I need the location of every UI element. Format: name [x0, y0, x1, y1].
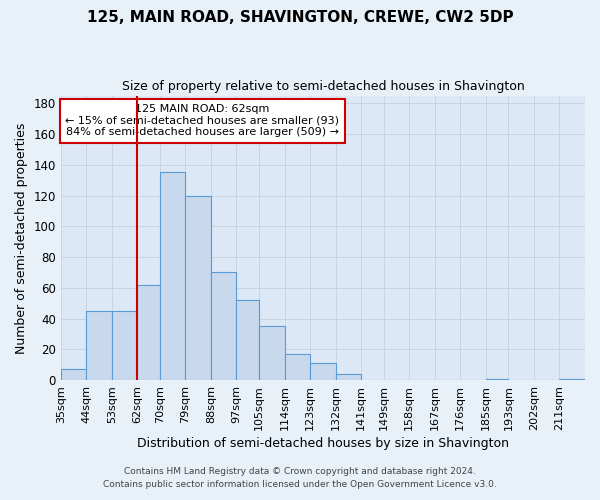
Y-axis label: Number of semi-detached properties: Number of semi-detached properties [15, 122, 28, 354]
Bar [160, 172, 185, 380]
Bar [86, 311, 112, 380]
Bar [61, 370, 86, 380]
Bar [284, 354, 310, 380]
Bar [137, 285, 160, 380]
Bar [486, 378, 508, 380]
Bar [259, 326, 284, 380]
Text: Contains HM Land Registry data © Crown copyright and database right 2024.
Contai: Contains HM Land Registry data © Crown c… [103, 468, 497, 489]
Bar [335, 374, 361, 380]
Title: Size of property relative to semi-detached houses in Shavington: Size of property relative to semi-detach… [122, 80, 524, 93]
Bar [112, 311, 137, 380]
Bar [185, 196, 211, 380]
Bar [211, 272, 236, 380]
Bar [559, 378, 585, 380]
Text: 125, MAIN ROAD, SHAVINGTON, CREWE, CW2 5DP: 125, MAIN ROAD, SHAVINGTON, CREWE, CW2 5… [86, 10, 514, 25]
Bar [310, 364, 335, 380]
Bar [236, 300, 259, 380]
X-axis label: Distribution of semi-detached houses by size in Shavington: Distribution of semi-detached houses by … [137, 437, 509, 450]
Text: 125 MAIN ROAD: 62sqm
← 15% of semi-detached houses are smaller (93)
84% of semi-: 125 MAIN ROAD: 62sqm ← 15% of semi-detac… [65, 104, 340, 138]
